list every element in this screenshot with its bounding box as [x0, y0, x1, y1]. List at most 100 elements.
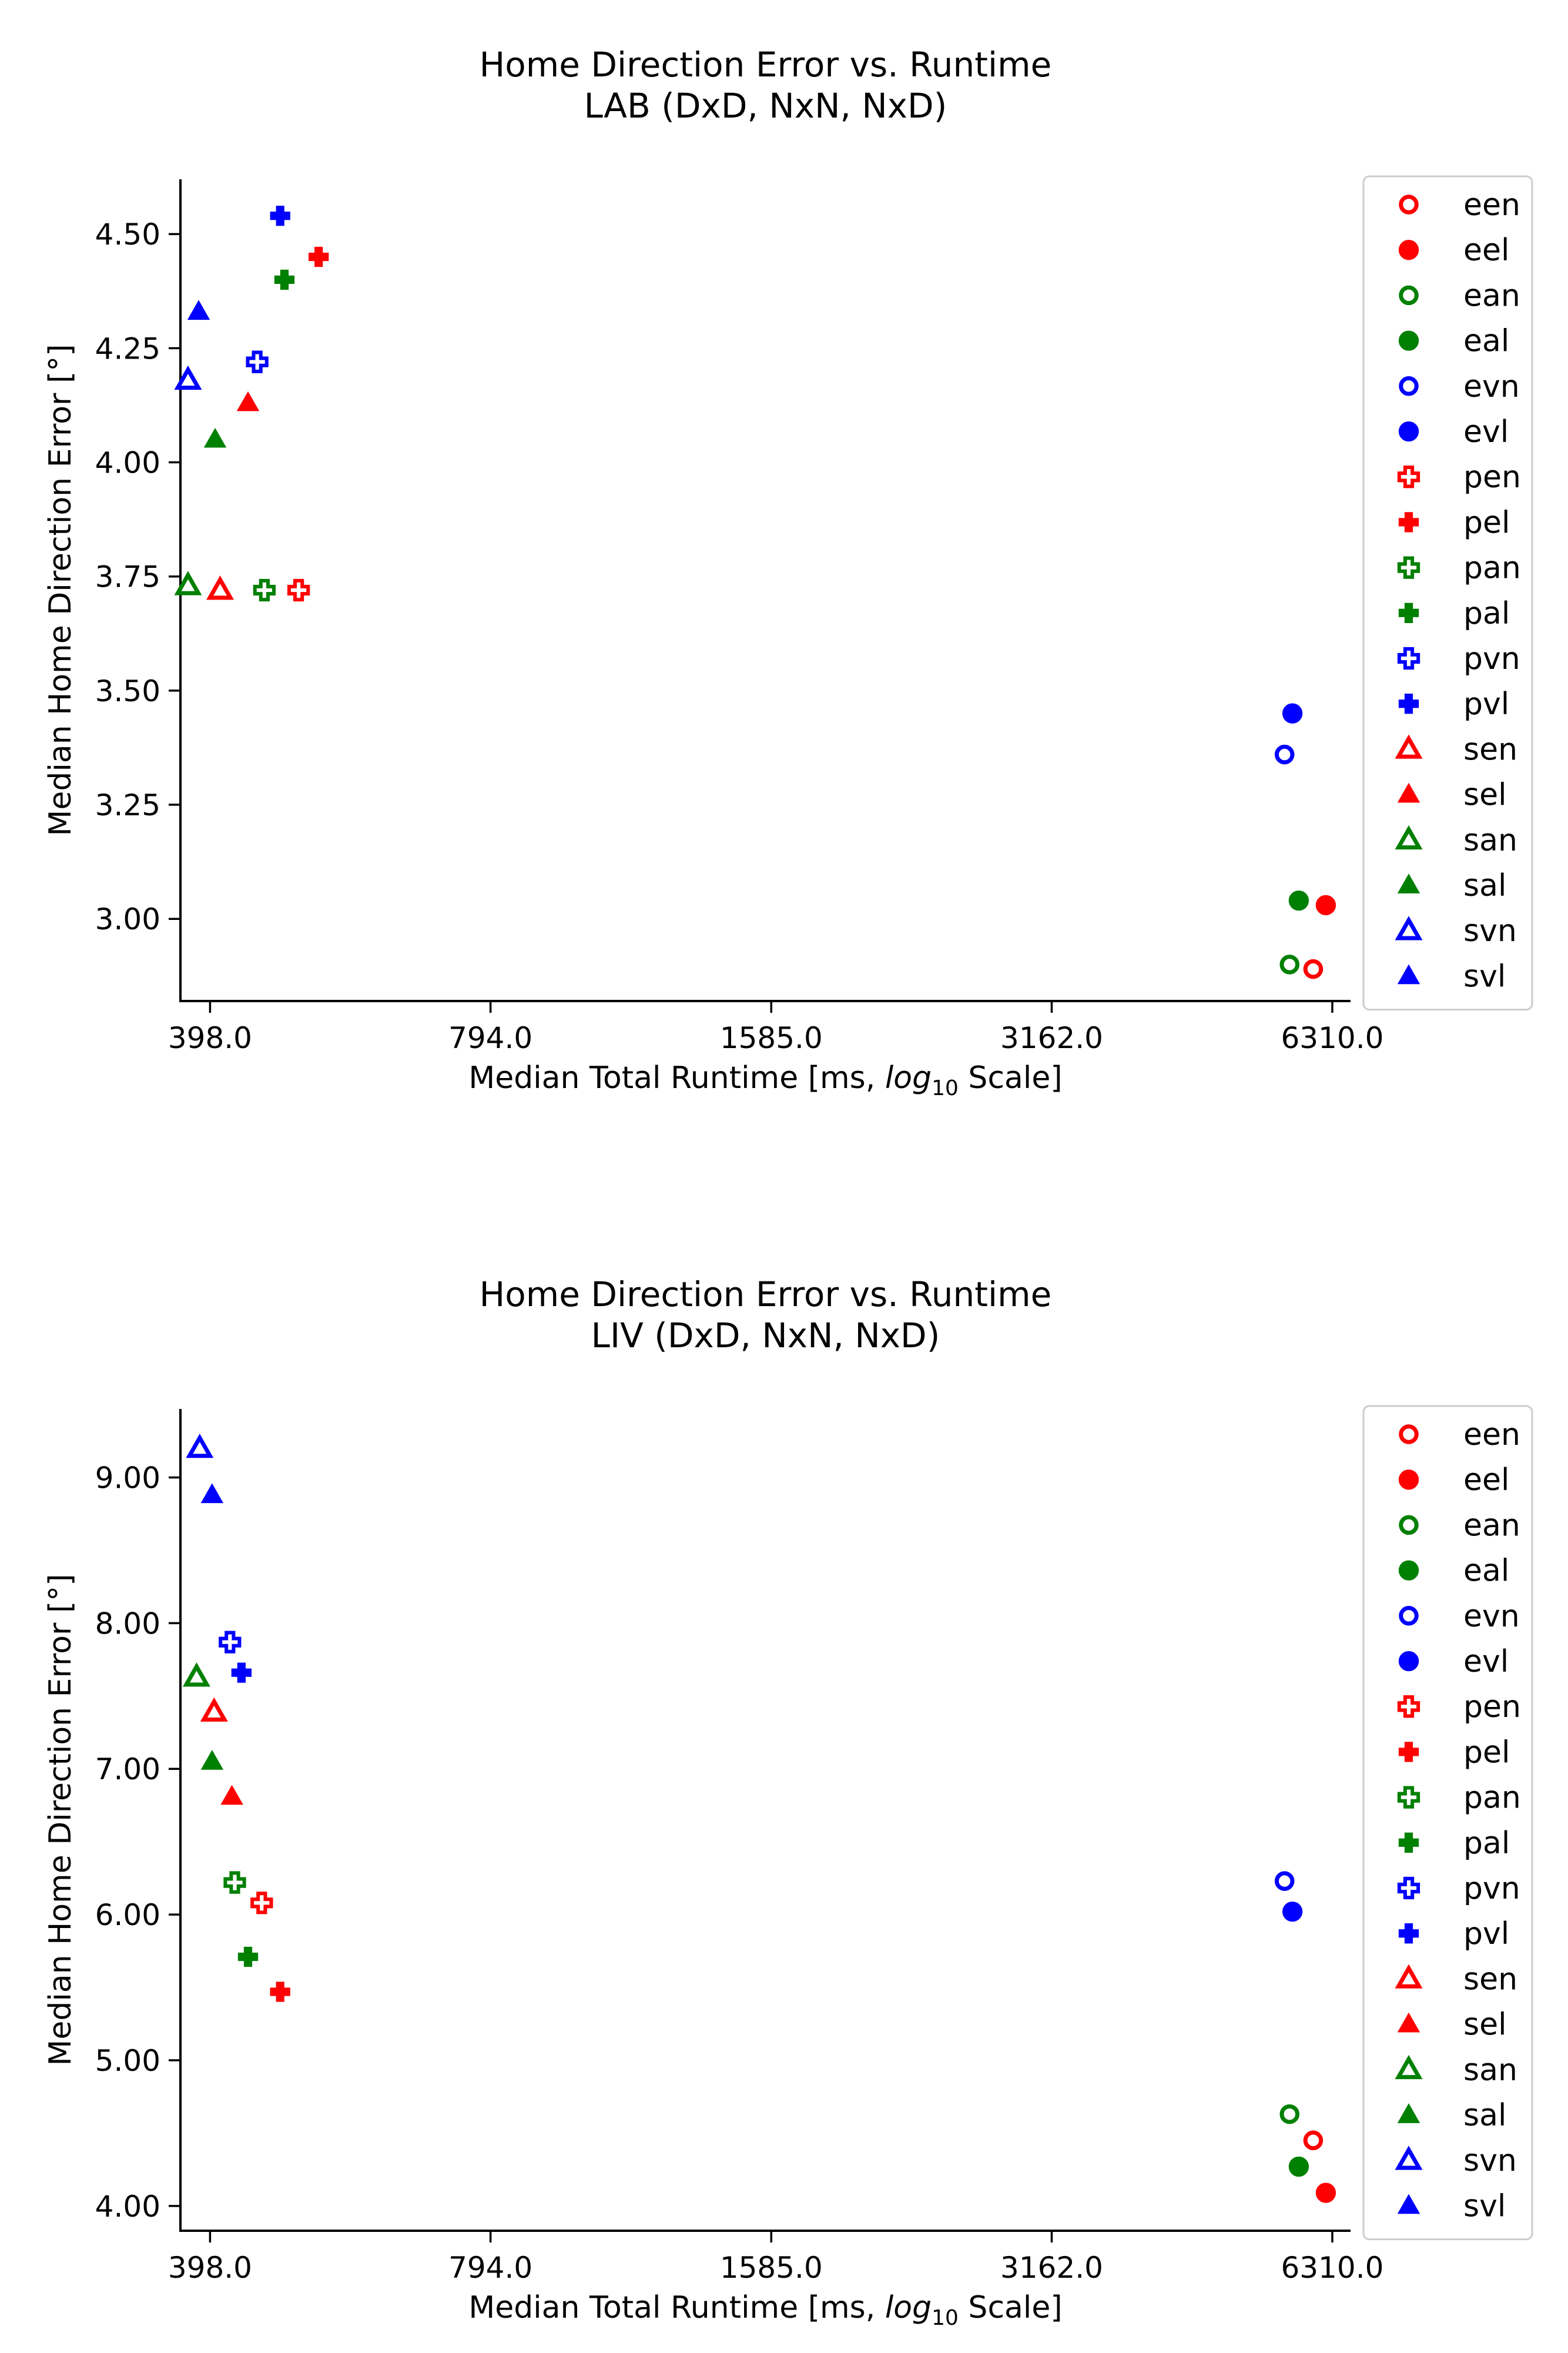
legend-label-eal: eal	[1463, 1554, 1509, 1589]
legend-marker-eel	[1398, 1470, 1419, 1490]
legend-label-pen: pen	[1463, 1689, 1521, 1725]
legend-marker-svn	[1395, 916, 1423, 940]
y-tick-label: 6.00	[95, 1898, 160, 1932]
y-tick-label: 4.00	[95, 2190, 160, 2224]
data-point-svn	[174, 365, 202, 390]
chart-title: Home Direction Error vs. Runtime	[480, 45, 1052, 85]
legend-label-pvn: pvn	[1463, 1871, 1520, 1906]
data-point-sal	[200, 1749, 224, 1770]
y-tick-label: 4.25	[95, 332, 160, 366]
legend-marker-pvl	[1398, 1923, 1419, 1944]
legend-label-sel: sel	[1463, 778, 1507, 813]
data-point-sen	[206, 575, 234, 600]
legend-marker-ean	[1399, 1515, 1419, 1535]
legend-label-pvl: pvl	[1463, 1916, 1509, 1952]
legend-marker-eel	[1398, 240, 1419, 260]
x-tick-label: 6310.0	[1281, 1021, 1383, 1055]
legend-label-pel: pel	[1463, 505, 1510, 540]
legend-label-een: een	[1463, 188, 1520, 223]
x-tick-label: 794.0	[448, 2251, 532, 2285]
legend-marker-pel	[1398, 512, 1419, 533]
legend-marker-een	[1399, 195, 1419, 215]
x-axis-label: Median Total Runtime [ms, log10 Scale]	[468, 1060, 1062, 1100]
legend-marker-evn	[1399, 1606, 1419, 1626]
x-tick-label: 794.0	[448, 1021, 532, 1055]
data-point-svn	[186, 1434, 214, 1458]
data-point-sal	[203, 427, 227, 448]
y-tick-label: 8.00	[95, 1606, 160, 1641]
legend-marker-sal	[1397, 2103, 1420, 2123]
data-point-evn	[1274, 744, 1295, 765]
legend-label-sal: sal	[1463, 2098, 1506, 2133]
chart-subtitle: LIV (DxD, NxN, NxD)	[591, 1316, 940, 1355]
data-point-san	[182, 1662, 210, 1687]
legend-label-svl: svl	[1463, 959, 1506, 994]
data-point-pel	[309, 246, 329, 267]
legend-marker-svl	[1397, 964, 1420, 985]
legend-marker-sel	[1397, 782, 1420, 803]
legend-marker-evl	[1398, 421, 1419, 442]
legend-marker-pal	[1398, 1832, 1419, 1853]
legend-marker-pvn	[1397, 647, 1420, 670]
legend-marker-san	[1395, 2054, 1423, 2080]
legend-label-san: san	[1463, 823, 1517, 858]
x-tick-label: 6310.0	[1281, 2251, 1383, 2285]
legend-marker-sen	[1395, 1964, 1423, 1989]
data-point-evl	[1282, 703, 1303, 724]
legend-marker-eal	[1398, 1560, 1419, 1581]
x-tick-label: 3162.0	[1000, 2251, 1103, 2285]
legend-label-eel: eel	[1463, 1462, 1509, 1498]
legend-marker-ean	[1399, 285, 1419, 306]
y-tick-label: 5.00	[95, 2044, 160, 2078]
legend-label-eel: eel	[1463, 233, 1509, 268]
data-point-pvn	[246, 350, 269, 373]
legend-marker-sal	[1397, 873, 1420, 893]
legend-marker-pal	[1398, 603, 1419, 623]
y-tick-label: 3.00	[95, 902, 160, 936]
legend-label-sen: sen	[1463, 732, 1517, 767]
data-point-san	[174, 571, 202, 595]
y-axis-label: Median Home Direction Error [°]	[43, 1574, 78, 2066]
legend-label-evl: evl	[1463, 414, 1509, 450]
data-point-evn	[1274, 1871, 1295, 1891]
legend-label-pel: pel	[1463, 1735, 1510, 1770]
data-point-pel	[270, 1982, 290, 2002]
data-point-evl	[1282, 1902, 1303, 1922]
data-point-sel	[220, 1785, 243, 1805]
data-point-pvn	[219, 1631, 242, 1654]
x-axis-label: Median Total Runtime [ms, log10 Scale]	[468, 2290, 1062, 2330]
x-tick-label: 3162.0	[1000, 1021, 1103, 1055]
data-point-pan	[253, 578, 276, 602]
legend-label-san: san	[1463, 2053, 1517, 2088]
data-point-pvl	[270, 205, 290, 226]
chart-subtitle: LAB (DxD, NxN, NxD)	[584, 86, 947, 126]
data-point-sel	[236, 391, 260, 411]
x-tick-label: 1585.0	[720, 2251, 823, 2285]
legend-label-evn: evn	[1463, 369, 1520, 404]
data-point-pan	[223, 1871, 246, 1894]
data-point-pvl	[231, 1662, 252, 1683]
data-point-pen	[250, 1892, 273, 1914]
legend-marker-een	[1399, 1424, 1419, 1444]
data-point-ean	[1279, 955, 1300, 975]
y-tick-label: 3.25	[95, 788, 160, 822]
legend-marker-pan	[1397, 1786, 1420, 1809]
legend-marker-san	[1395, 825, 1423, 850]
legend-marker-pvl	[1398, 694, 1419, 714]
legend-label-ean: ean	[1463, 1508, 1520, 1543]
legend-marker-sen	[1395, 734, 1423, 759]
legend-label-svl: svl	[1463, 2188, 1506, 2224]
chart-title: Home Direction Error vs. Runtime	[480, 1274, 1052, 1314]
data-point-een	[1303, 959, 1324, 979]
legend-label-pan: pan	[1463, 551, 1521, 586]
legend-marker-pen	[1397, 466, 1420, 488]
legend-label-pal: pal	[1463, 1826, 1510, 1861]
legend-marker-svl	[1397, 2194, 1420, 2214]
legend-marker-pen	[1397, 1695, 1420, 1718]
legend-marker-svn	[1395, 2146, 1423, 2170]
data-point-ean	[1279, 2104, 1300, 2124]
